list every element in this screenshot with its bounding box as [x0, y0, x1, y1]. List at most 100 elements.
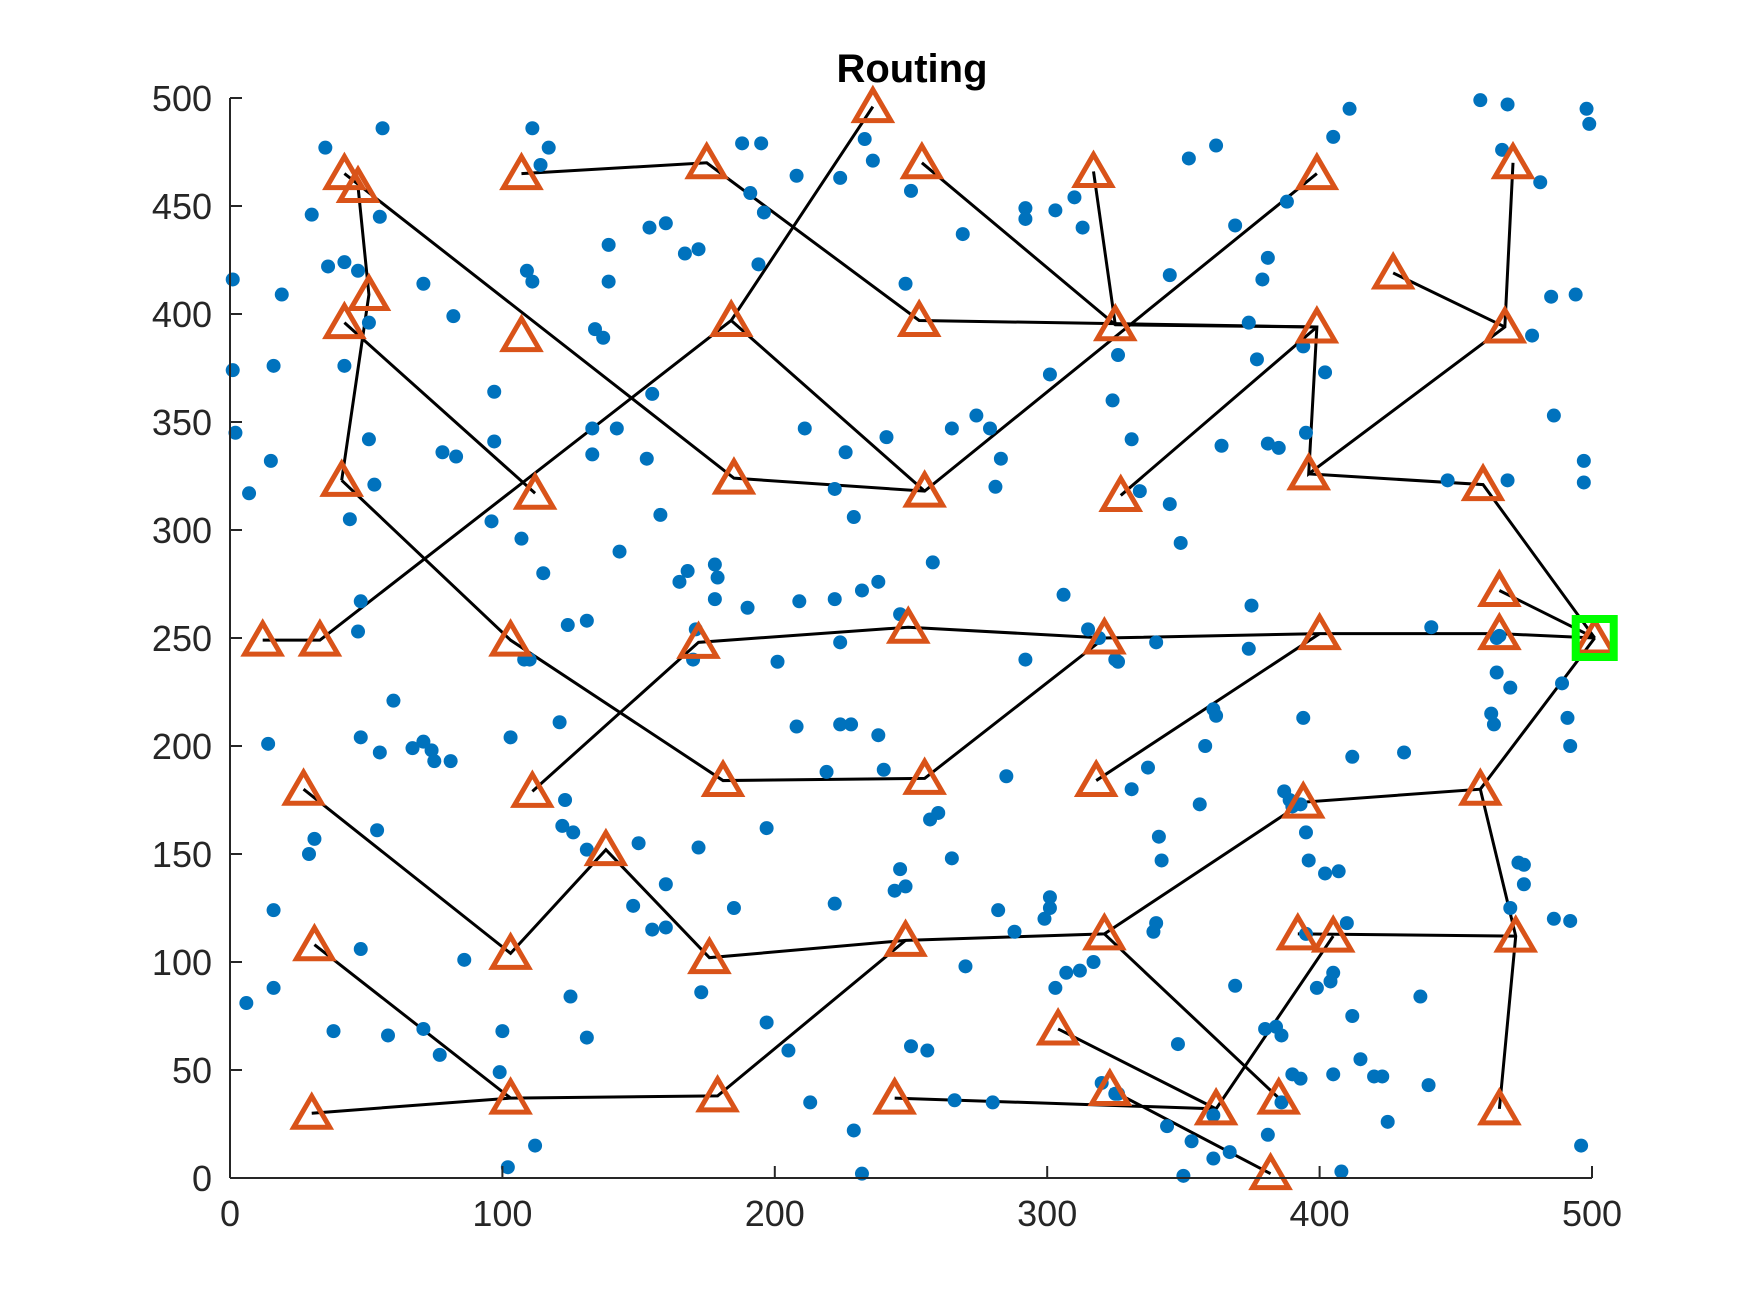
sensor-node-223 — [1258, 1021, 1273, 1036]
sensor-node-79 — [993, 451, 1008, 466]
sensor-node-123 — [833, 717, 848, 732]
y-tick-label-2: 100 — [152, 942, 212, 983]
axes — [229, 98, 1592, 1179]
sensor-node-178 — [759, 821, 774, 836]
sensor-node-81 — [1018, 201, 1033, 216]
route-20 — [313, 943, 512, 1100]
cluster-head-31 — [281, 767, 326, 806]
sensor-node-258 — [1555, 676, 1570, 691]
sensor-node-42 — [639, 451, 654, 466]
route-11 — [1308, 472, 1596, 639]
sensor-node-85 — [1075, 220, 1090, 235]
cluster-head-55 — [1087, 1067, 1133, 1106]
sensor-node-198 — [1007, 924, 1022, 939]
cluster-head-39 — [902, 756, 947, 795]
sensor-node-153 — [353, 942, 368, 957]
route-0 — [262, 105, 875, 642]
sensor-node-125 — [770, 654, 785, 669]
sensor-node-214 — [1151, 829, 1166, 844]
route-4 — [340, 479, 1106, 783]
sensor-node-200 — [1037, 911, 1052, 926]
sensor-node-21 — [416, 276, 431, 291]
cluster-head-59 — [488, 1076, 533, 1115]
route-7 — [920, 161, 1515, 477]
x-tick-label-3: 300 — [1017, 1193, 1077, 1234]
sensor-node-245 — [1424, 620, 1439, 635]
sensor-node-202 — [1042, 901, 1057, 915]
sensor-node-264 — [1516, 877, 1531, 892]
y-tick-label-5: 250 — [152, 618, 212, 659]
sensor-node-76 — [955, 227, 970, 242]
sensor-node-96 — [1209, 708, 1224, 723]
sensor-node-252 — [1568, 287, 1583, 302]
sensor-node-148 — [307, 831, 322, 846]
sensor-node-25 — [484, 514, 499, 529]
y-tick-label-4: 200 — [152, 726, 212, 767]
sensor-node-127 — [740, 600, 755, 615]
sensor-node-65 — [879, 430, 894, 445]
sensor-node-94 — [1173, 535, 1188, 550]
sensor-node-147 — [301, 847, 316, 861]
sensor-node-6 — [274, 287, 289, 302]
sensor-node-162 — [563, 989, 578, 1004]
sensor-node-230 — [1298, 825, 1313, 840]
sensor-node-49 — [707, 557, 722, 572]
sensor-node-251 — [1576, 453, 1591, 468]
sensor-node-182 — [827, 896, 842, 911]
cluster-head-50 — [1310, 914, 1356, 953]
sensor-node-50 — [710, 570, 725, 585]
cluster-head-32 — [510, 769, 555, 808]
sensor-node-260 — [1563, 739, 1578, 753]
sensor-node-196 — [985, 1095, 1000, 1110]
sensor-node-161 — [528, 1138, 543, 1153]
sensor-node-72 — [904, 183, 918, 198]
y-tick-label-0: 0 — [192, 1158, 212, 1199]
cluster-head-30 — [1572, 616, 1618, 655]
sensor-node-149 — [266, 903, 281, 918]
cluster-head-14 — [850, 84, 896, 124]
sensor-node-217 — [1170, 1037, 1185, 1052]
sensor-node-55 — [743, 186, 758, 201]
sensor-node-237 — [1345, 1009, 1360, 1023]
sensor-node-107 — [1318, 365, 1333, 380]
sensor-node-28 — [519, 263, 534, 278]
cluster-head-6 — [297, 618, 343, 657]
sensor-node-238 — [1353, 1052, 1368, 1067]
sensor-node-91 — [1162, 268, 1177, 283]
sink-node-0 — [1571, 615, 1618, 661]
sensor-node-63 — [857, 132, 872, 147]
sensor-node-2 — [228, 425, 243, 440]
sensor-node-256 — [1525, 328, 1540, 343]
sensor-node-272 — [1503, 680, 1518, 695]
sensor-node-64 — [865, 153, 880, 168]
sensor-node-180 — [803, 1095, 818, 1110]
x-tick-label-4: 400 — [1290, 1193, 1350, 1234]
sensor-node-231 — [1301, 853, 1316, 868]
sensor-node-120 — [1018, 652, 1033, 667]
sensor-node-73 — [898, 276, 913, 291]
sensor-node-164 — [552, 715, 567, 730]
cluster-head-24 — [1370, 250, 1416, 290]
sensor-node-93 — [1162, 497, 1177, 512]
sensor-node-78 — [982, 421, 997, 436]
sensor-node-5 — [266, 358, 281, 373]
cluster-head-38 — [883, 918, 928, 957]
y-tick-label-6: 300 — [152, 510, 212, 551]
sensor-node-56 — [756, 205, 771, 220]
sensor-node-285 — [1206, 1151, 1221, 1166]
sensor-node-122 — [844, 717, 859, 732]
sensor-node-141 — [443, 754, 458, 769]
cluster-head-0 — [322, 151, 367, 191]
cluster-head-18 — [1071, 149, 1116, 188]
sensor-node-165 — [558, 793, 573, 807]
sensor-node-13 — [372, 209, 387, 224]
x-tick-label-5: 500 — [1562, 1193, 1622, 1234]
sensor-node-282 — [1274, 1095, 1289, 1110]
sensor-node-37 — [601, 237, 616, 252]
sensor-node-34 — [536, 566, 551, 581]
cluster-head-34 — [292, 922, 337, 962]
sensor-node-222 — [1228, 978, 1243, 993]
sensor-node-133 — [579, 613, 594, 628]
sensor-node-220 — [1192, 797, 1207, 812]
sensor-node-240 — [1375, 1069, 1390, 1084]
